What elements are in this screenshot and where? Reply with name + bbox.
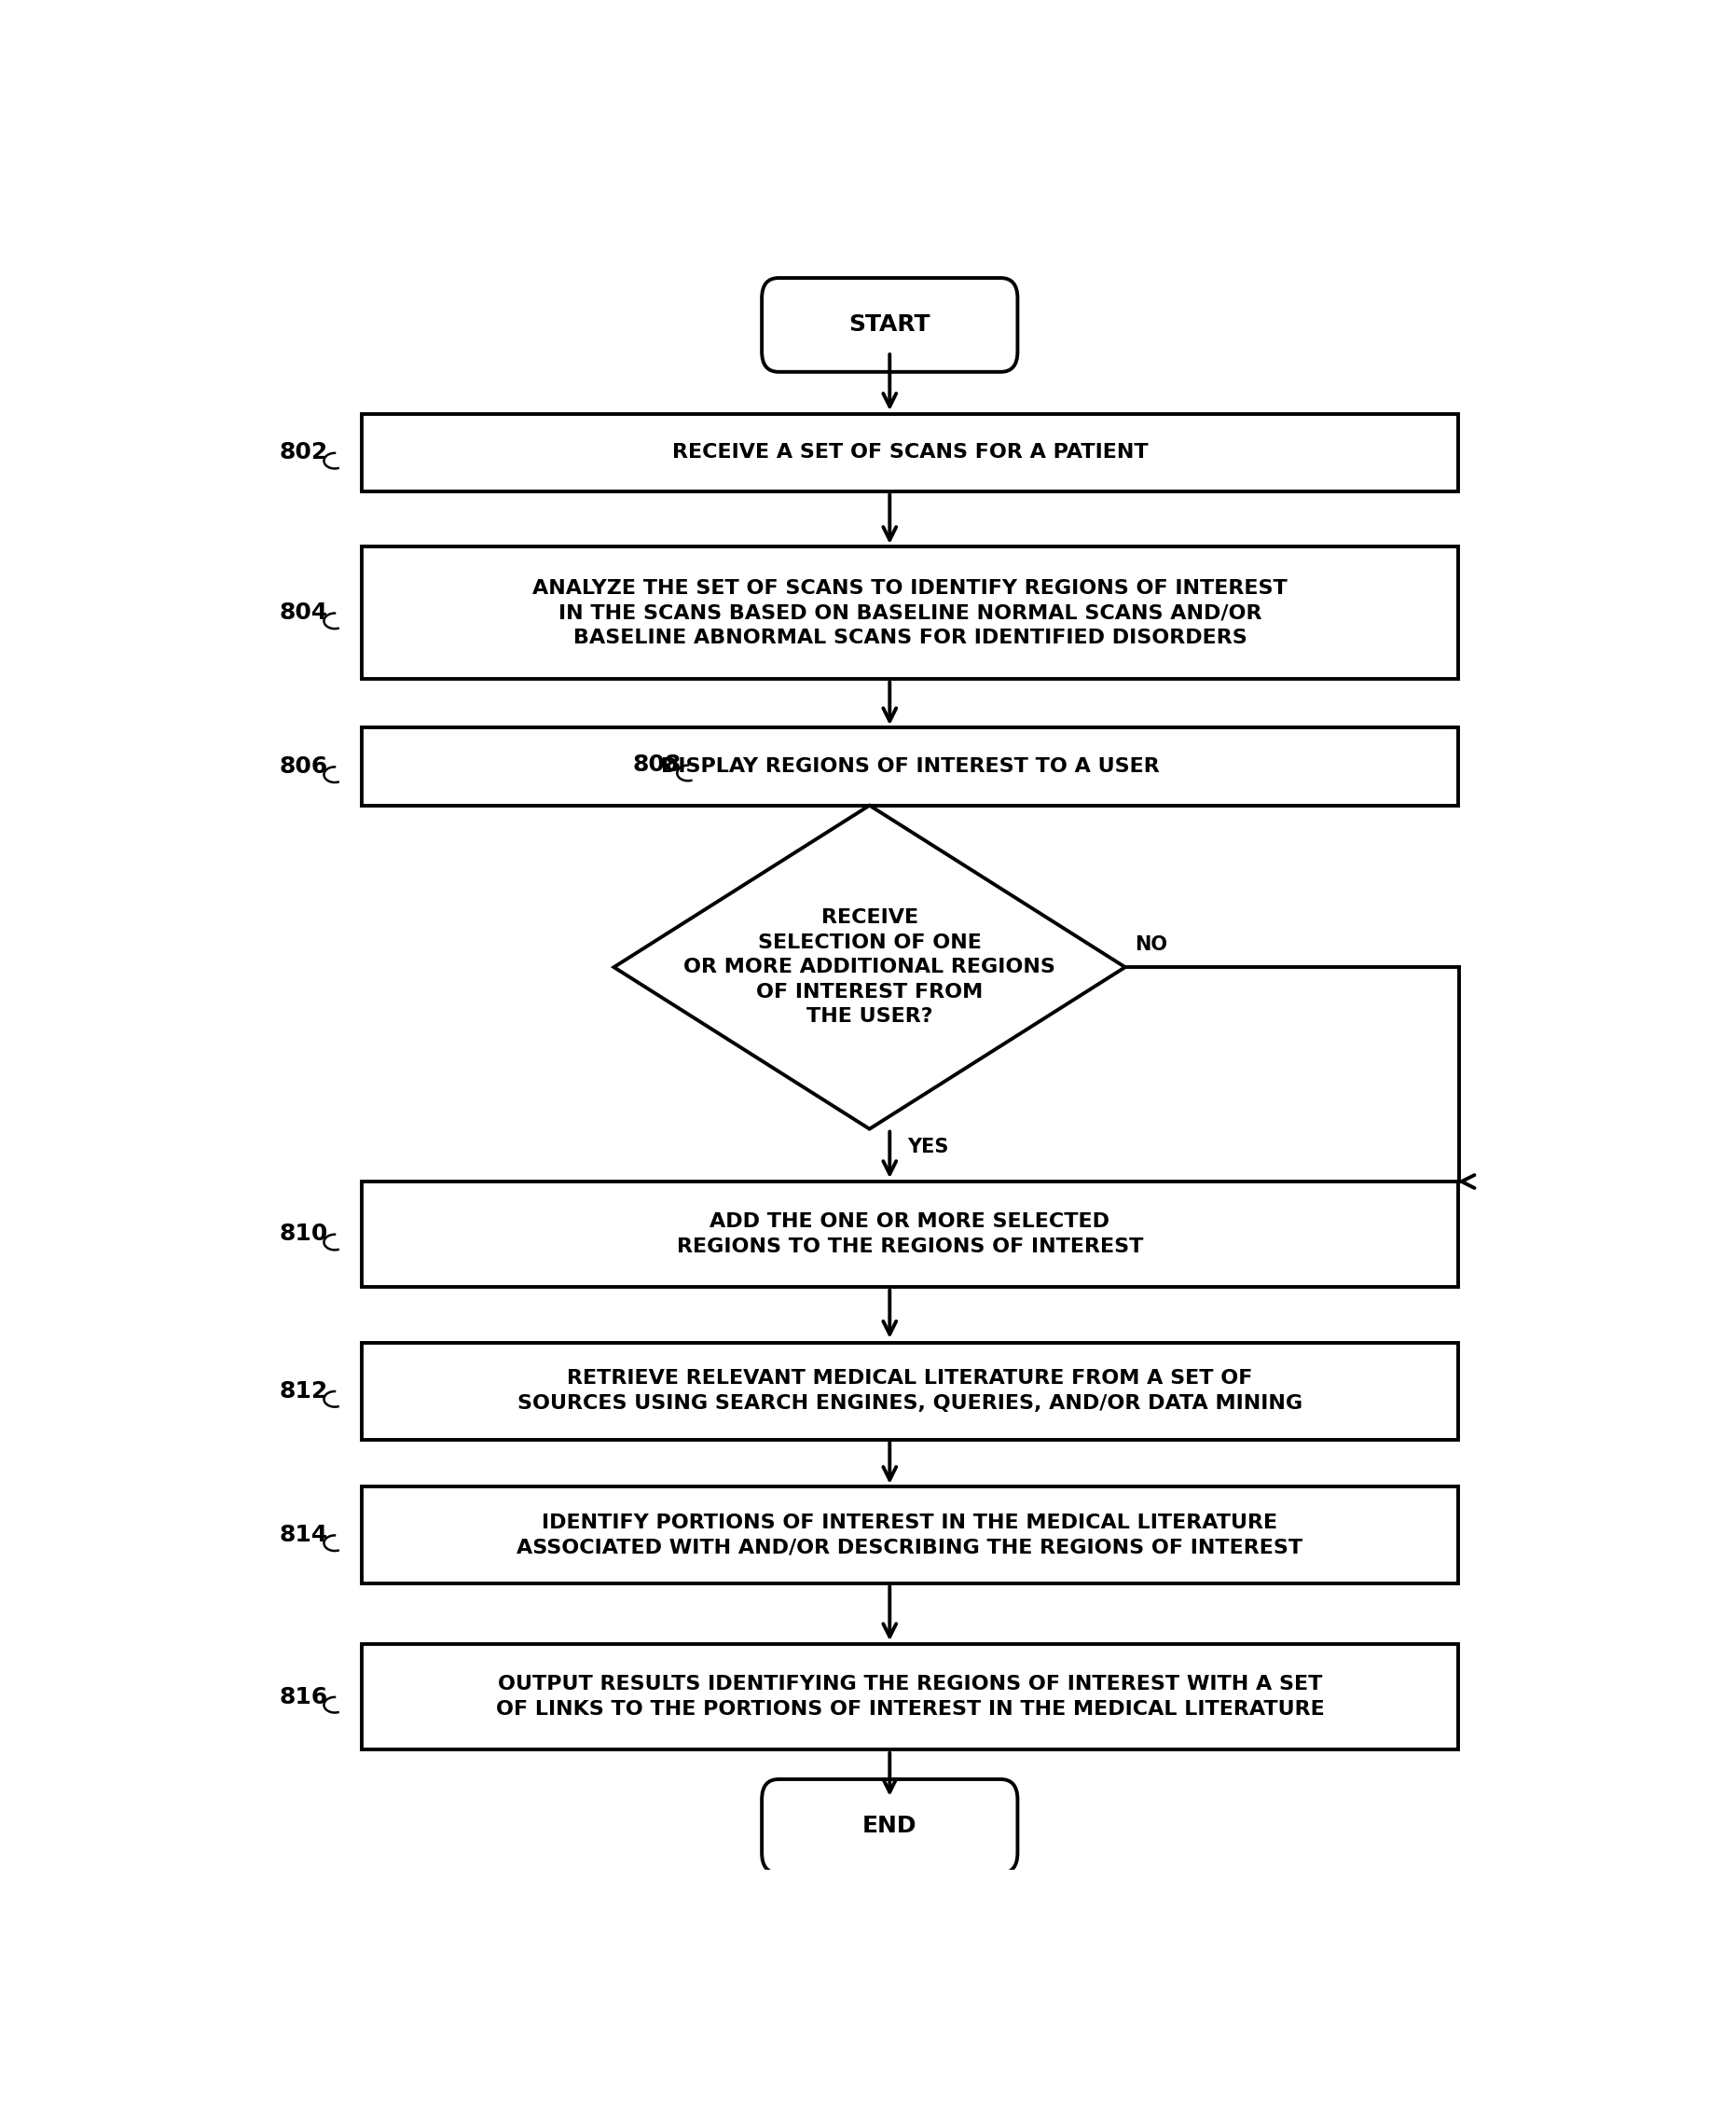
Text: RECEIVE A SET OF SCANS FOR A PATIENT: RECEIVE A SET OF SCANS FOR A PATIENT — [672, 443, 1147, 462]
FancyBboxPatch shape — [361, 546, 1458, 679]
Text: 816: 816 — [279, 1685, 328, 1708]
FancyBboxPatch shape — [361, 1645, 1458, 1750]
FancyBboxPatch shape — [361, 414, 1458, 492]
Text: 808: 808 — [632, 754, 681, 775]
Text: YES: YES — [908, 1137, 948, 1156]
FancyBboxPatch shape — [762, 277, 1017, 372]
Text: ANALYZE THE SET OF SCANS TO IDENTIFY REGIONS OF INTEREST
IN THE SCANS BASED ON B: ANALYZE THE SET OF SCANS TO IDENTIFY REG… — [533, 580, 1288, 647]
Text: ADD THE ONE OR MORE SELECTED
REGIONS TO THE REGIONS OF INTEREST: ADD THE ONE OR MORE SELECTED REGIONS TO … — [677, 1212, 1142, 1256]
Text: NO: NO — [1135, 935, 1167, 954]
FancyBboxPatch shape — [762, 1780, 1017, 1874]
FancyBboxPatch shape — [361, 727, 1458, 805]
Text: RECEIVE
SELECTION OF ONE
OR MORE ADDITIONAL REGIONS
OF INTEREST FROM
THE USER?: RECEIVE SELECTION OF ONE OR MORE ADDITIO… — [684, 908, 1055, 1025]
Text: DISPLAY REGIONS OF INTEREST TO A USER: DISPLAY REGIONS OF INTEREST TO A USER — [661, 756, 1160, 775]
FancyBboxPatch shape — [361, 1343, 1458, 1439]
FancyBboxPatch shape — [361, 1488, 1458, 1584]
Text: 806: 806 — [279, 756, 328, 777]
Text: END: END — [863, 1815, 917, 1838]
Text: RETRIEVE RELEVANT MEDICAL LITERATURE FROM A SET OF
SOURCES USING SEARCH ENGINES,: RETRIEVE RELEVANT MEDICAL LITERATURE FRO… — [517, 1370, 1302, 1412]
Text: IDENTIFY PORTIONS OF INTEREST IN THE MEDICAL LITERATURE
ASSOCIATED WITH AND/OR D: IDENTIFY PORTIONS OF INTEREST IN THE MED… — [517, 1513, 1304, 1557]
Polygon shape — [615, 805, 1125, 1128]
Text: START: START — [849, 313, 930, 336]
Text: OUTPUT RESULTS IDENTIFYING THE REGIONS OF INTEREST WITH A SET
OF LINKS TO THE PO: OUTPUT RESULTS IDENTIFYING THE REGIONS O… — [495, 1674, 1325, 1719]
FancyBboxPatch shape — [361, 1181, 1458, 1286]
Text: 804: 804 — [279, 601, 328, 624]
Text: 802: 802 — [279, 441, 328, 464]
Text: 814: 814 — [279, 1523, 328, 1546]
Text: 812: 812 — [279, 1380, 328, 1401]
Text: 810: 810 — [279, 1223, 328, 1246]
